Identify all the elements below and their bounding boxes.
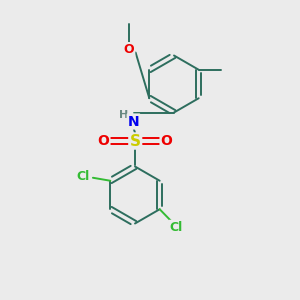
Text: Cl: Cl bbox=[77, 170, 90, 183]
Text: O: O bbox=[124, 43, 134, 56]
Text: O: O bbox=[160, 134, 172, 148]
Text: Cl: Cl bbox=[169, 221, 183, 234]
Text: O: O bbox=[98, 134, 110, 148]
Text: H: H bbox=[119, 110, 128, 120]
Text: N: N bbox=[128, 115, 139, 128]
Text: S: S bbox=[130, 134, 140, 148]
